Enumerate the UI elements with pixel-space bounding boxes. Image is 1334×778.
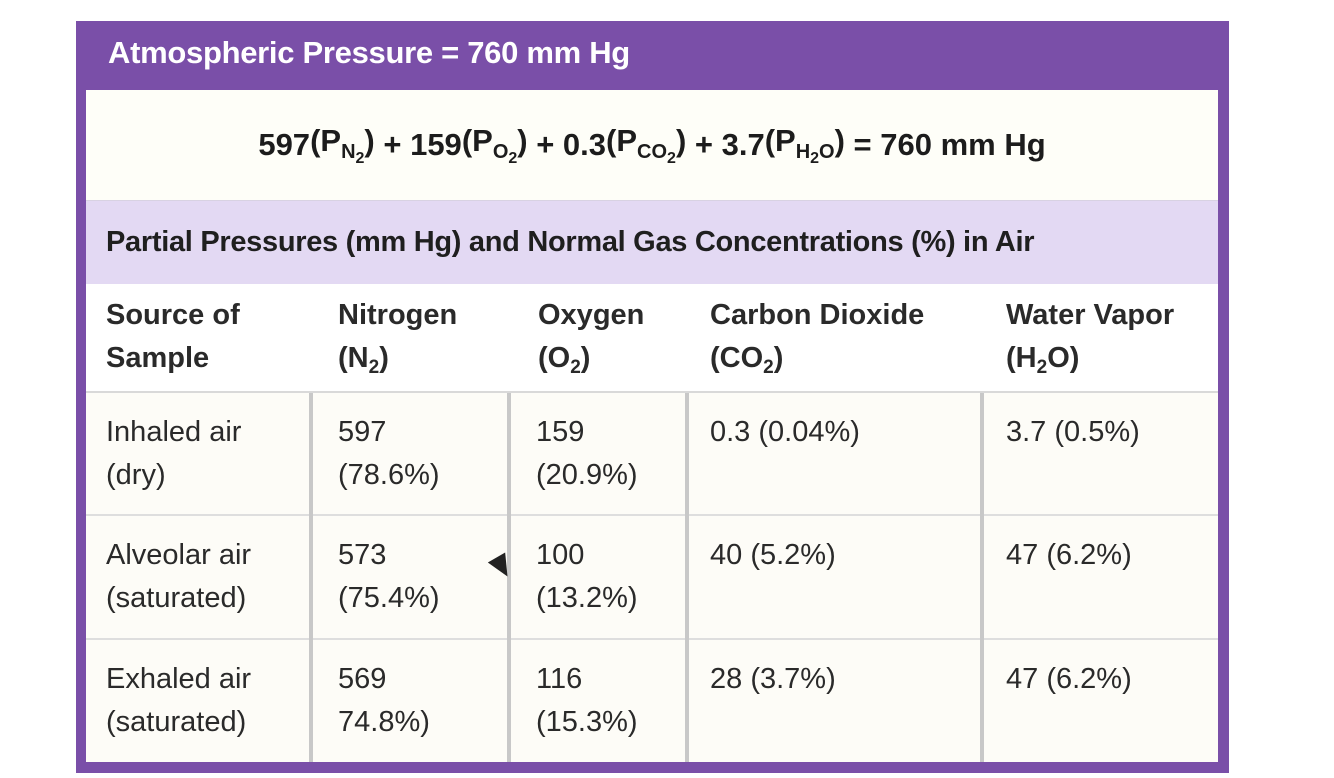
source-cell-line2: (dry) bbox=[106, 459, 166, 491]
equation-co2-value: + 0.3 bbox=[536, 127, 607, 162]
table-row: Inhaled air (dry) bbox=[106, 393, 241, 497]
nitrogen-pressure: 573 bbox=[338, 539, 387, 571]
source-cell-line1: Exhaled air bbox=[106, 663, 252, 695]
co2-cell: 28 (3.7%) bbox=[710, 663, 836, 695]
column-divider bbox=[507, 393, 511, 762]
column-header-oxygen-name: Oxygen bbox=[538, 299, 645, 331]
column-header-source: Source of Sample bbox=[106, 284, 321, 393]
nitrogen-cell: 573 (75.4%) bbox=[338, 516, 440, 620]
oxygen-percent: (15.3%) bbox=[536, 706, 638, 738]
column-header-co2: Carbon Dioxide (CO2) bbox=[710, 284, 1000, 393]
column-header-co2-symbol: (CO2) bbox=[710, 342, 784, 378]
panel-title: Atmospheric Pressure = 760 mm Hg bbox=[108, 35, 630, 70]
pressure-equation: 597 (PN2) + 159 (PO2) + 0.3 (PCO2) + 3.7 (PH… bbox=[86, 90, 1218, 201]
row-divider bbox=[86, 638, 1218, 640]
equation-n2-value: 597 bbox=[258, 127, 311, 162]
column-header-water-symbol: (H2O) bbox=[1006, 342, 1080, 378]
column-header-co2-name: Carbon Dioxide bbox=[710, 299, 925, 331]
source-cell-line1: Alveolar air bbox=[106, 539, 252, 571]
nitrogen-pressure: 569 bbox=[338, 663, 387, 695]
column-header-nitrogen: Nitrogen (N2) bbox=[338, 284, 528, 393]
nitrogen-cell: 569 74.8%) bbox=[338, 640, 430, 744]
water-cell: 47 (6.2%) bbox=[1006, 663, 1132, 695]
row-background-alveolar bbox=[86, 516, 1218, 638]
nitrogen-pressure: 597 bbox=[338, 416, 387, 448]
oxygen-percent: (20.9%) bbox=[536, 459, 638, 491]
row-background-inhaled bbox=[86, 393, 1218, 514]
column-header-water-name: Water Vapor bbox=[1006, 299, 1175, 331]
oxygen-pressure: 100 bbox=[536, 539, 585, 571]
column-header-source-line1: Source of bbox=[106, 299, 240, 331]
nitrogen-percent: (75.4%) bbox=[338, 582, 440, 614]
equation-o2-term: (PO2) bbox=[461, 122, 537, 167]
water-cell: 47 (6.2%) bbox=[1006, 539, 1132, 571]
equation-result: = 760 mm Hg bbox=[853, 127, 1046, 162]
column-header-nitrogen-name: Nitrogen bbox=[338, 299, 458, 331]
table-subheader: Partial Pressures (mm Hg) and Normal Gas… bbox=[86, 201, 1218, 284]
equation-o2-value: + 159 bbox=[383, 127, 462, 162]
oxygen-cell: 116 (15.3%) bbox=[536, 640, 638, 744]
oxygen-cell: 159 (20.9%) bbox=[536, 393, 638, 497]
row-divider bbox=[86, 514, 1218, 516]
column-divider bbox=[685, 393, 689, 762]
nitrogen-percent: 74.8%) bbox=[338, 706, 430, 738]
nitrogen-cell: 597 (78.6%) bbox=[338, 393, 440, 497]
equation-co2-term: (PCO2) bbox=[606, 122, 695, 167]
table-body: 597 (PN2) + 159 (PO2) + 0.3 (PCO2) + 3.7 (PH… bbox=[86, 90, 1218, 762]
source-cell-line1: Inhaled air bbox=[106, 416, 242, 448]
oxygen-pressure: 159 bbox=[536, 416, 585, 448]
oxygen-percent: (13.2%) bbox=[536, 582, 638, 614]
source-cell-line2: (saturated) bbox=[106, 706, 247, 738]
table-row: Exhaled air (saturated) bbox=[106, 640, 251, 744]
column-header-water: Water Vapor (H2O) bbox=[1006, 284, 1211, 393]
source-cell-line2: (saturated) bbox=[106, 582, 247, 614]
gas-pressure-table-panel: Atmospheric Pressure = 760 mm Hg 597 (PN2… bbox=[76, 21, 1229, 773]
column-divider bbox=[980, 393, 984, 762]
equation-n2-term: (PN2) bbox=[310, 122, 384, 167]
column-header-oxygen-symbol: (O2) bbox=[538, 342, 591, 378]
column-divider bbox=[309, 393, 313, 762]
column-header-nitrogen-symbol: (N2) bbox=[338, 342, 389, 378]
header-divider bbox=[86, 391, 1218, 393]
co2-cell: 0.3 (0.04%) bbox=[710, 416, 860, 448]
table-row: Alveolar air (saturated) bbox=[106, 516, 251, 620]
column-header-source-line2: Sample bbox=[106, 342, 210, 374]
nitrogen-percent: (78.6%) bbox=[338, 459, 440, 491]
equation-h2o-term: (PH2O) bbox=[764, 122, 854, 167]
co2-cell: 40 (5.2%) bbox=[710, 539, 836, 571]
oxygen-cell: 100 (13.2%) bbox=[536, 516, 638, 620]
oxygen-pressure: 116 bbox=[536, 663, 583, 695]
row-background-exhaled bbox=[86, 640, 1218, 762]
water-cell: 3.7 (0.5%) bbox=[1006, 416, 1140, 448]
equation-h2o-value: + 3.7 bbox=[694, 127, 765, 162]
column-header-oxygen: Oxygen (O2) bbox=[538, 284, 708, 393]
